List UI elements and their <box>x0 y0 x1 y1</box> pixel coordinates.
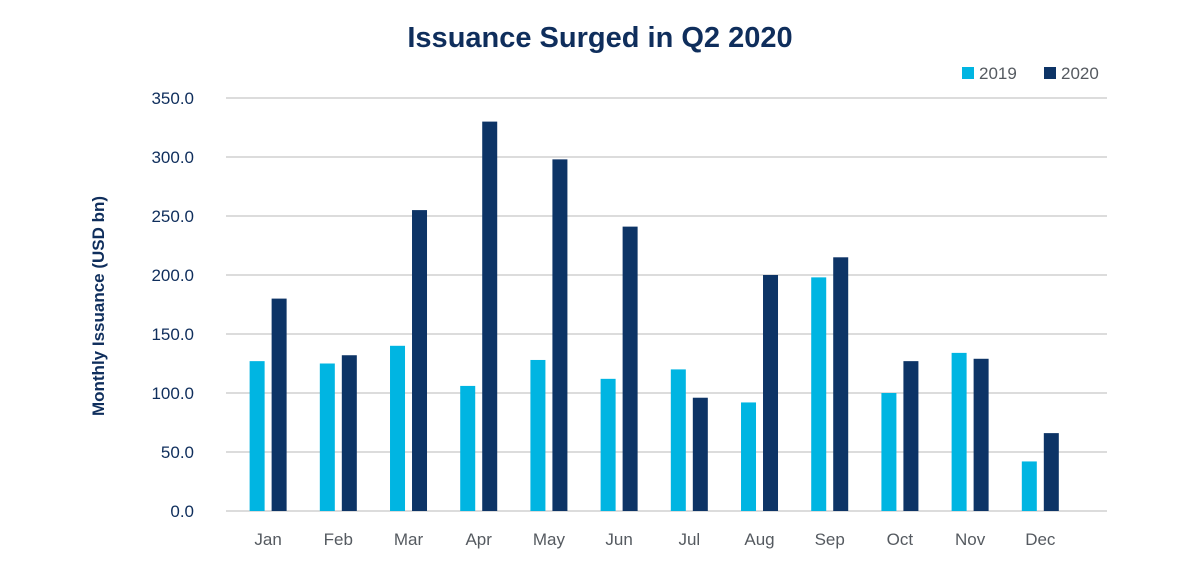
bar-2020-feb <box>341 355 357 511</box>
bar-2019-mar <box>390 345 406 511</box>
bar-2019-aug <box>741 402 757 511</box>
bar-2019-feb <box>319 363 335 511</box>
bar-2020-oct <box>903 361 919 511</box>
x-tick-label: Nov <box>955 530 986 549</box>
y-tick-label: 100.0 <box>151 384 194 403</box>
legend-label-2020: 2020 <box>1061 64 1099 83</box>
x-tick-label: Dec <box>1025 530 1056 549</box>
y-tick-label: 200.0 <box>151 266 194 285</box>
y-axis-label: Monthly Issuance (USD bn) <box>89 196 108 416</box>
x-tick-label: Jan <box>254 530 281 549</box>
bar-2020-dec <box>1043 433 1059 511</box>
bar-2019-may <box>530 359 546 511</box>
chart-legend: 2019 2020 <box>962 64 1099 83</box>
bars <box>249 121 1059 512</box>
bar-2019-sep <box>811 277 827 511</box>
bar-2020-nov <box>973 358 989 511</box>
x-tick-label: May <box>533 530 566 549</box>
bar-2019-jul <box>670 369 686 511</box>
legend-label-2019: 2019 <box>979 64 1017 83</box>
bar-2019-apr <box>460 385 476 511</box>
y-tick-label: 50.0 <box>161 443 194 462</box>
y-tick-label: 150.0 <box>151 325 194 344</box>
bar-2020-mar <box>412 210 428 511</box>
bar-2019-oct <box>881 393 897 511</box>
bar-2020-sep <box>833 257 849 511</box>
grid-lines <box>226 97 1107 512</box>
bar-2019-jan <box>249 361 265 511</box>
x-axis-ticks: Jan Feb Mar Apr May Jun Jul Aug Sep Oct Nov Dec <box>254 530 1056 549</box>
legend-swatch-2019 <box>962 67 974 79</box>
y-tick-label: 250.0 <box>151 207 194 226</box>
bar-2019-dec <box>1021 461 1037 511</box>
legend-swatch-2020 <box>1044 67 1056 79</box>
x-tick-label: Oct <box>887 530 914 549</box>
chart-title: Issuance Surged in Q2 2020 <box>407 22 792 54</box>
y-tick-label: 0.0 <box>170 502 194 521</box>
y-tick-label: 350.0 <box>151 89 194 108</box>
bar-2020-aug <box>763 275 779 511</box>
bar-2019-jun <box>600 378 616 511</box>
bar-2019-nov <box>951 352 967 511</box>
x-tick-label: Mar <box>394 530 424 549</box>
x-tick-label: Sep <box>815 530 845 549</box>
y-axis-ticks: 0.0 50.0 100.0 150.0 200.0 250.0 300.0 350.0 <box>151 89 194 521</box>
bar-2020-may <box>552 159 568 512</box>
x-tick-label: Aug <box>744 530 774 549</box>
bar-2020-jul <box>692 397 708 511</box>
bar-2020-jan <box>271 298 287 511</box>
bar-2020-apr <box>482 121 498 511</box>
x-tick-label: Feb <box>324 530 353 549</box>
x-tick-label: Jun <box>605 530 632 549</box>
x-tick-label: Apr <box>465 530 492 549</box>
y-tick-label: 300.0 <box>151 148 194 167</box>
bar-2020-jun <box>622 226 638 511</box>
x-tick-label: Jul <box>678 530 700 549</box>
